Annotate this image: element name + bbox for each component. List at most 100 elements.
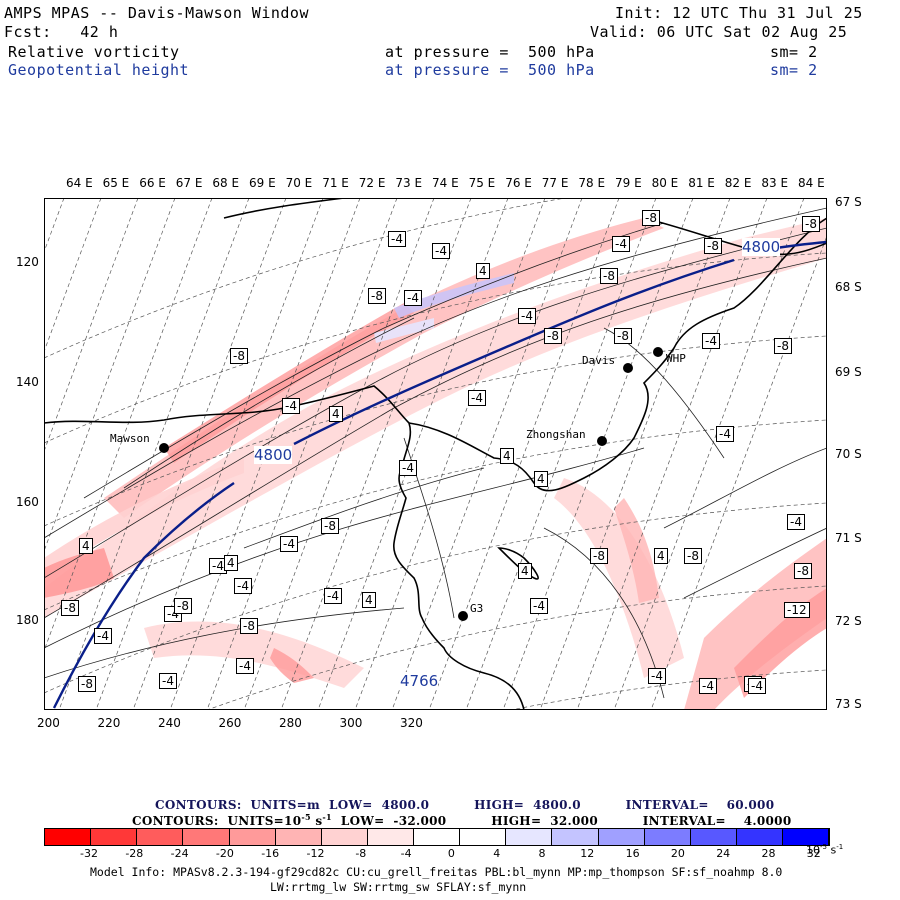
colorbar-tick-label: -12 (306, 847, 325, 860)
station-dot (159, 443, 169, 453)
colorbar-tick-label: -16 (261, 847, 280, 860)
vorticity-contour-label: 4 (476, 263, 490, 279)
colorbar-tick-label: -4 (400, 847, 412, 860)
colorbar-tick-label: 28 (761, 847, 776, 860)
vorticity-contour-label: 4 (500, 448, 514, 464)
longitude-label: 78 E (578, 176, 606, 190)
field2-smoothing: sm= 2 (770, 61, 818, 79)
colorbar-tick-label: 32 (806, 847, 821, 860)
vorticity-contour-label: -8 (802, 216, 820, 232)
cb-unit-sup: -5 (820, 843, 827, 851)
colorbar-tick-label: -28 (125, 847, 144, 860)
colorbar-swatch (783, 829, 830, 845)
map-overlay: Mawson Davis WHP Zhongshan G3 4800 4800 4766 -4-… (44, 198, 827, 710)
meridian-line (243, 198, 435, 710)
colorbar-swatch (506, 829, 553, 845)
colorbar-swatch (137, 829, 184, 845)
latitude-label: 68 S (835, 280, 862, 294)
vort-units-sup: -5 (301, 812, 311, 822)
x-tick-label: 260 (218, 716, 242, 730)
vorticity-contour-label: -4 (432, 243, 450, 259)
vorticity-contour-label: -12 (784, 602, 810, 618)
meridian-line (539, 198, 731, 710)
vorticity-contour-label: -8 (590, 548, 608, 564)
x-tick-label: 300 (339, 716, 363, 730)
colorbar-swatch (229, 829, 276, 845)
vorticity-contour-label: -4 (159, 673, 177, 689)
vort-units-a: CONTOURS: UNITS=10 (132, 814, 302, 828)
station-label: G3 (470, 602, 484, 615)
height-contour-info: CONTOURS: UNITS=m LOW= 4800.0 HIGH= 4800… (155, 798, 775, 812)
meridian-line (576, 198, 768, 710)
latitude-label: 72 S (835, 614, 862, 628)
longitude-label: 84 E (798, 176, 825, 190)
vorticity-contour-label: -4 (399, 460, 417, 476)
cb-unit-sup2: -1 (836, 843, 844, 851)
vort-units-c: LOW= -32.000 HIGH= 32.000 INTERVAL= 4.00… (331, 814, 792, 828)
meridian-line (95, 198, 287, 710)
vorticity-contour-label: -4 (648, 668, 666, 684)
vorticity-contour-label: -4 (94, 628, 112, 644)
colorbar-unit: 10-5 s-1 (806, 843, 843, 857)
colorbar-swatch (644, 829, 691, 845)
vorticity-contour-label: -8 (174, 598, 192, 614)
colorbar-swatch (183, 829, 230, 845)
meridian-line (44, 198, 139, 453)
vorticity-contour-label: -8 (368, 288, 386, 304)
colorbar-swatch (460, 829, 507, 845)
y-tick-label: 120 (16, 255, 39, 269)
station-label: Zhongshan (526, 428, 586, 441)
x-tick-label: 280 (279, 716, 302, 730)
vorticity-contour-label: -8 (774, 338, 792, 354)
y-tick-label: 160 (16, 495, 39, 509)
vorticity-contour-label: -8 (614, 328, 632, 344)
station-dot (597, 436, 607, 446)
height-contour-label: 4800 (254, 446, 293, 464)
colorbar-swatch (598, 829, 645, 845)
station-dot (623, 363, 633, 373)
colorbar-tick-label: -8 (355, 847, 367, 860)
latitude-label: 71 S (835, 531, 862, 545)
vorticity-contour-label: -8 (321, 518, 339, 534)
vorticity-contour-label: -4 (404, 290, 422, 306)
longitude-label: 66 E (139, 176, 166, 190)
vorticity-contour-label: -4 (209, 558, 227, 574)
colorbar-swatch (552, 829, 599, 845)
vorticity-contour-label: -4 (530, 598, 548, 614)
longitude-label: 67 E (175, 176, 203, 190)
latitude-label: 70 S (835, 447, 862, 461)
vorticity-contour-label: -4 (518, 308, 536, 324)
vorticity-contour-label: 4 (654, 548, 668, 564)
vorticity-contour-label: -8 (544, 328, 562, 344)
model-info-line1: Model Info: MPASv8.2.3-194-gf29cd82c CU:… (90, 865, 783, 879)
vorticity-contour-label: -4 (280, 536, 298, 552)
longitude-label: 83 E (761, 176, 789, 190)
page-title: AMPS MPAS -- Davis-Mawson Window (4, 4, 309, 22)
meridian-line (280, 198, 472, 710)
x-tick-label: 220 (97, 716, 121, 730)
vorticity-contour-label: -8 (230, 348, 248, 364)
x-tick-label: 320 (400, 716, 423, 730)
colorbar-swatch (45, 829, 92, 845)
y-tick-label: 180 (16, 613, 39, 627)
longitude-label: 65 E (102, 176, 130, 190)
vorticity-contours (44, 207, 827, 699)
colorbar-tick-label: -32 (80, 847, 98, 860)
vorticity-contour-label: -4 (236, 658, 254, 674)
longitude-label: 80 E (651, 176, 679, 190)
vorticity-contour-label: -8 (704, 238, 722, 254)
vorticity-contour-label: -4 (748, 678, 766, 694)
colorbar-swatch (736, 829, 783, 845)
longitude-label: 74 E (432, 176, 459, 190)
vorticity-contour-label: -4 (468, 390, 486, 406)
x-tick-label: 240 (158, 716, 181, 730)
forecast-hour: Fcst: 42 h (4, 23, 119, 41)
vorticity-contour-label: 4 (224, 555, 238, 571)
vorticity-contour-label: -8 (78, 676, 96, 692)
meridian-line (44, 198, 176, 553)
height-contour-label: 4766 (400, 672, 439, 690)
meridian-line (44, 198, 213, 652)
longitude-label: 77 E (541, 176, 569, 190)
vorticity-contour-label: -4 (787, 514, 805, 530)
meridian-line (650, 234, 827, 710)
